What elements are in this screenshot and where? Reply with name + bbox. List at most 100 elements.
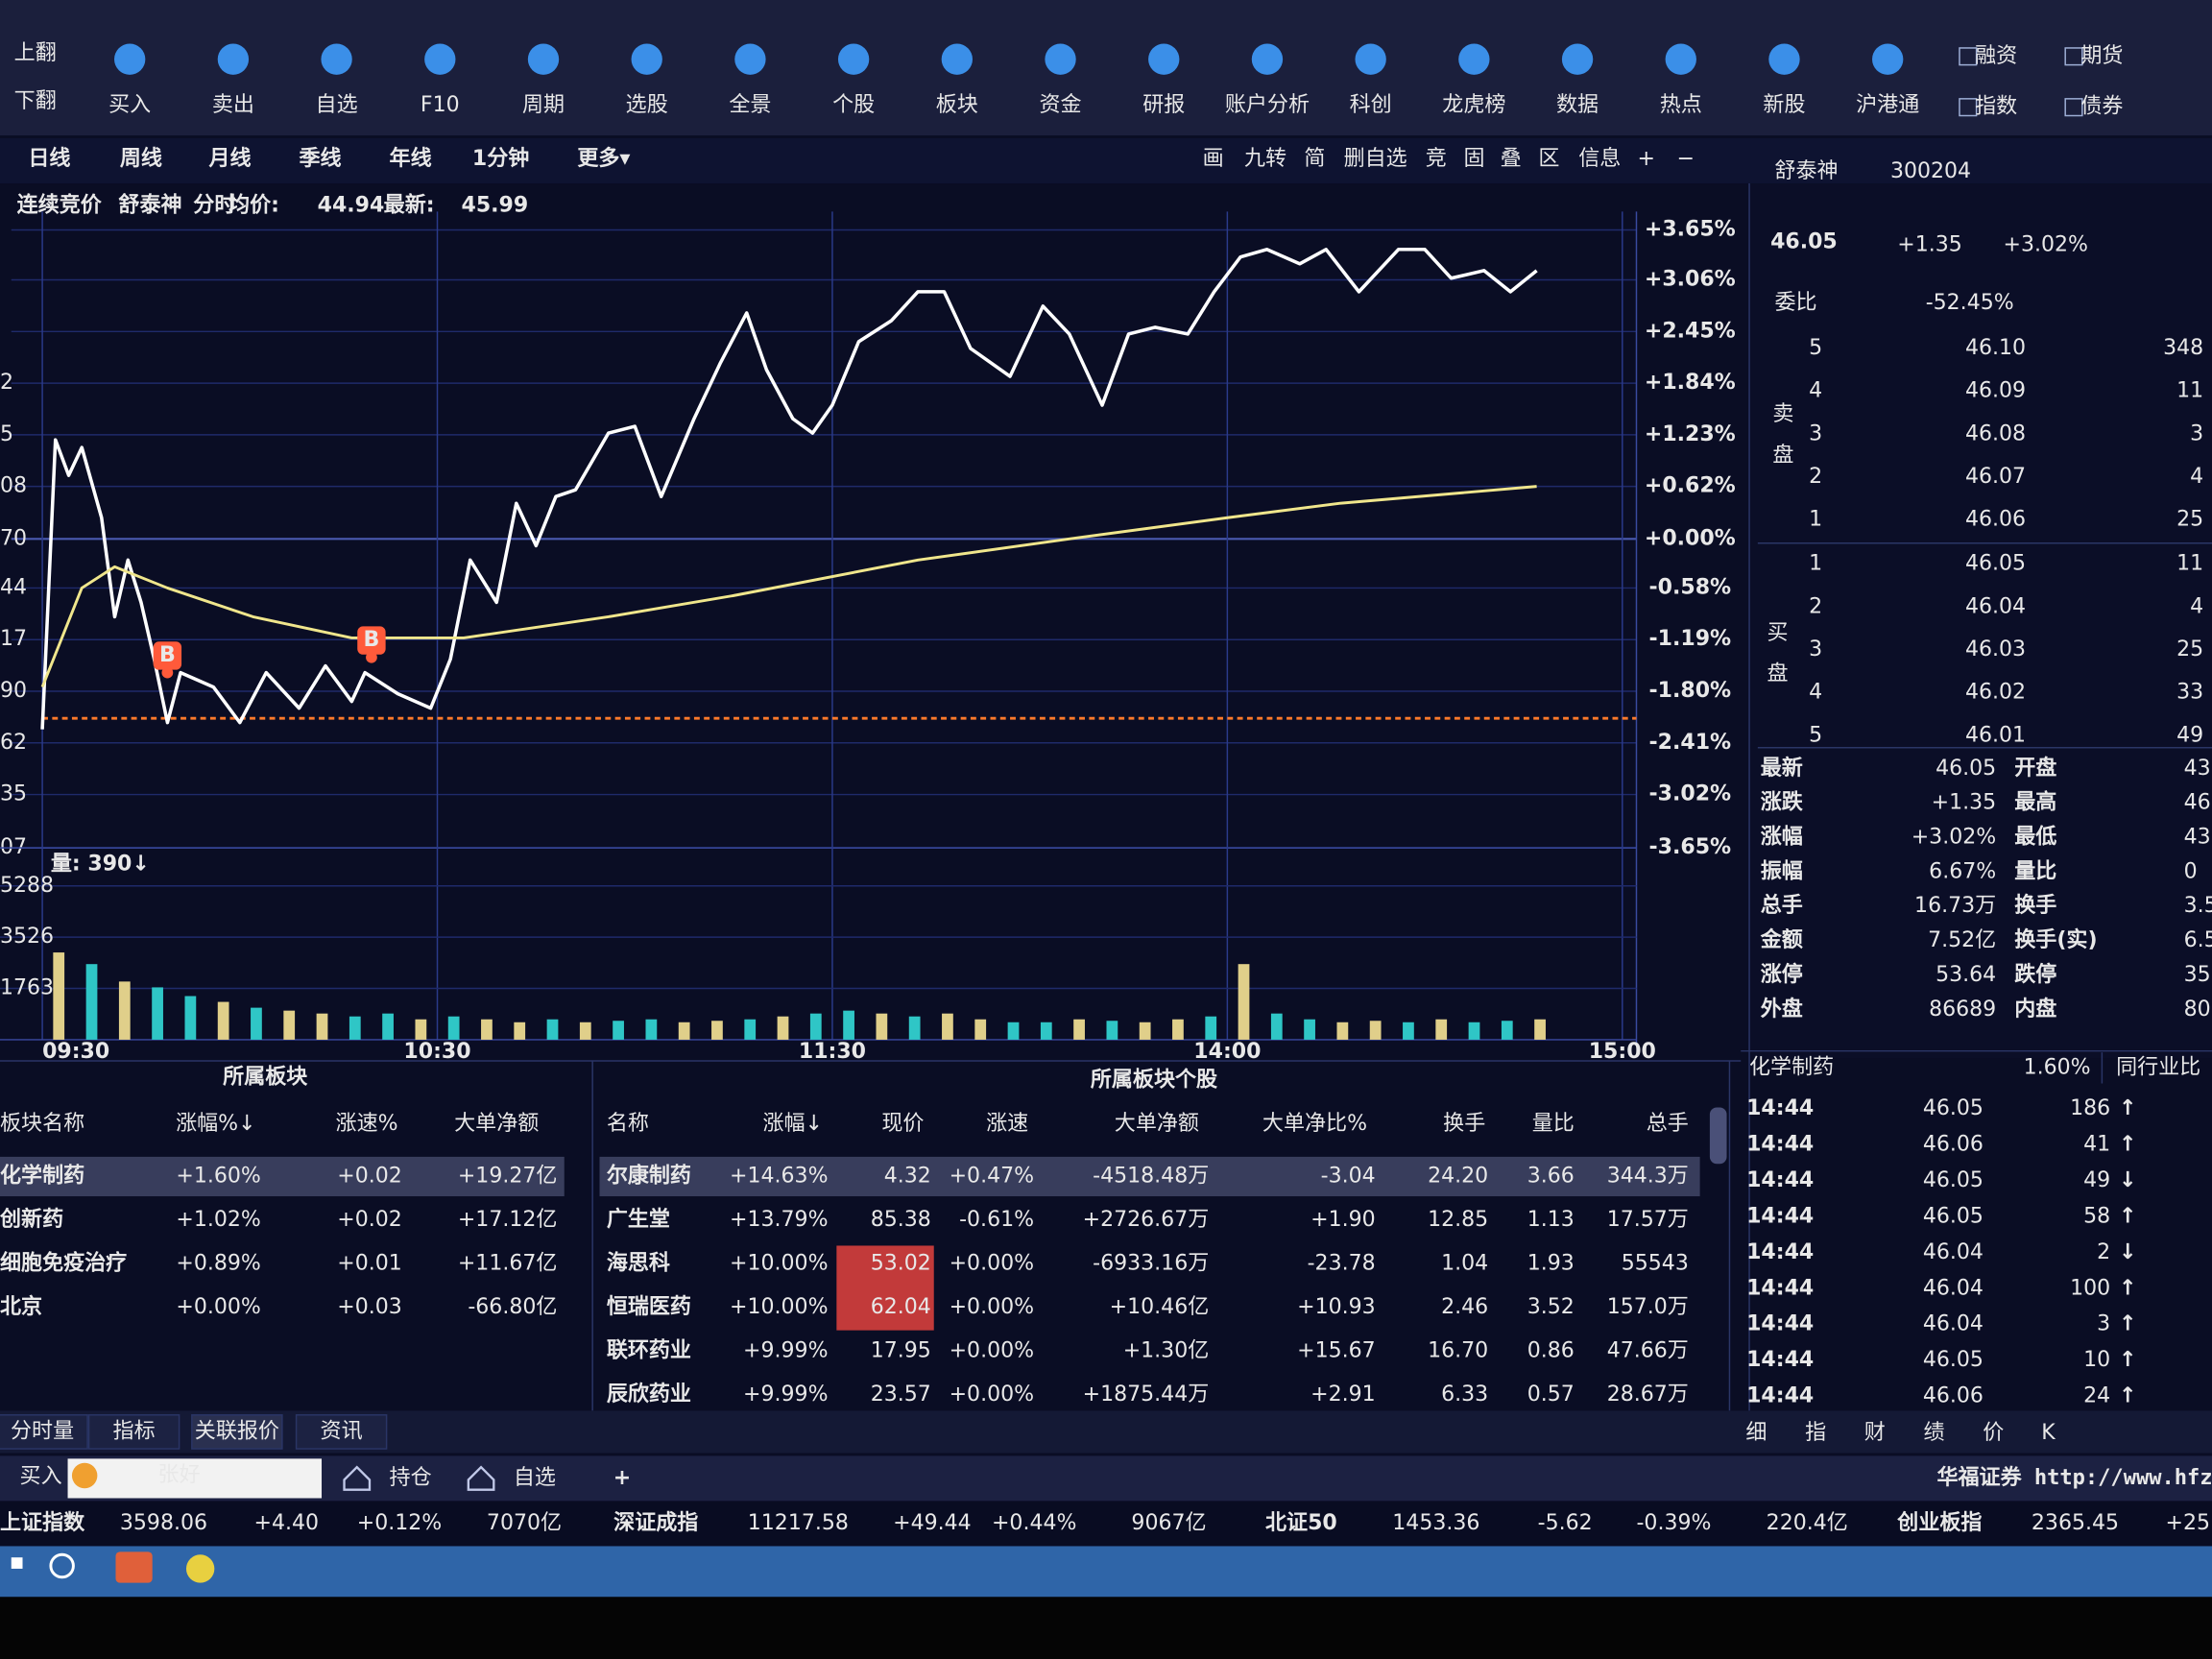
chart-tool[interactable]: 固 bbox=[1463, 147, 1484, 171]
period-tab[interactable]: 季线 bbox=[300, 146, 342, 171]
user-box[interactable] bbox=[67, 1458, 323, 1499]
stat-value: 86689 bbox=[1929, 998, 1996, 1022]
toolbar-button[interactable]: F10 bbox=[421, 93, 460, 117]
toolbar-icon bbox=[1458, 43, 1490, 75]
chart-tool[interactable]: 画 bbox=[1203, 147, 1224, 171]
tick-volume: 100 bbox=[2070, 1276, 2110, 1300]
sell-label: 卖盘 bbox=[1768, 402, 1793, 484]
sector-name[interactable]: 北京 bbox=[0, 1294, 42, 1319]
chart-tool[interactable]: 信息 bbox=[1578, 147, 1621, 171]
toolbar-button[interactable]: 个股 bbox=[832, 93, 875, 117]
order-level: 4 bbox=[1809, 681, 1822, 705]
app-tab[interactable]: 持仓 bbox=[390, 1466, 432, 1490]
stock-name[interactable]: 恒瑞医药 bbox=[607, 1294, 691, 1319]
period-tab[interactable]: 年线 bbox=[390, 146, 432, 171]
bottom-tab[interactable]: 指标 bbox=[113, 1419, 156, 1443]
chart-tool[interactable]: 删自选 bbox=[1344, 147, 1407, 171]
chart-header-view: 分时 bbox=[193, 194, 235, 218]
industry-compare[interactable]: 同行业比 bbox=[2116, 1055, 2200, 1079]
toolbar-button[interactable]: 卖出 bbox=[212, 93, 254, 117]
volume-bar bbox=[744, 1019, 757, 1040]
volume-bar bbox=[1534, 1019, 1546, 1040]
tick-volume: 3 bbox=[2097, 1312, 2110, 1336]
app-icon[interactable] bbox=[115, 1551, 153, 1583]
chart-tool[interactable]: + bbox=[1638, 147, 1655, 171]
toolbar-button[interactable]: 沪港通 bbox=[1856, 93, 1919, 117]
sector-cell: -66.80亿 bbox=[468, 1295, 557, 1319]
volume-bar bbox=[217, 1001, 229, 1040]
column-header: 涨幅↓ bbox=[763, 1112, 824, 1136]
toolbar-button[interactable]: 指数 bbox=[1975, 95, 2017, 119]
chart-tool[interactable]: − bbox=[1677, 147, 1695, 171]
toolbar-button[interactable]: 热点 bbox=[1660, 93, 1702, 117]
app-tab[interactable]: 自选 bbox=[514, 1466, 556, 1490]
table-title: 所属板块 bbox=[223, 1066, 308, 1090]
toolbar-button[interactable]: 新股 bbox=[1763, 93, 1805, 117]
start-icon[interactable] bbox=[11, 1557, 23, 1569]
period-tab[interactable]: 更多▾ bbox=[577, 146, 630, 171]
chart-tool[interactable]: 九转 bbox=[1244, 147, 1286, 171]
sector-name[interactable]: 细胞免疫治疗 bbox=[0, 1251, 127, 1276]
volume-bar bbox=[1304, 1019, 1315, 1040]
volume-bar bbox=[942, 1013, 953, 1040]
toolbar-button[interactable]: 融资 bbox=[1975, 44, 2017, 68]
toolbar-button[interactable]: 研报 bbox=[1142, 93, 1185, 117]
detail-tab[interactable]: 价 bbox=[1983, 1421, 2004, 1445]
toolbar-button[interactable]: 周期 bbox=[522, 93, 565, 117]
app-buy[interactable]: 买入 bbox=[20, 1464, 62, 1488]
stock-name[interactable]: 辰欣药业 bbox=[607, 1382, 691, 1407]
toolbar-button[interactable]: 选股 bbox=[626, 93, 668, 117]
page-button[interactable]: 下翻 bbox=[14, 89, 57, 113]
stock-cell: +13.79% bbox=[730, 1208, 828, 1232]
order-level: 4 bbox=[1809, 379, 1822, 403]
bottom-tab[interactable]: 分时量 bbox=[11, 1419, 74, 1443]
detail-tab[interactable]: 细 bbox=[1745, 1421, 1767, 1445]
search-icon[interactable] bbox=[49, 1552, 75, 1579]
sector-name[interactable]: 创新药 bbox=[0, 1207, 63, 1232]
order-level: 1 bbox=[1809, 508, 1822, 532]
toolbar-button[interactable]: 账户分析 bbox=[1225, 93, 1310, 117]
toolbar-button[interactable]: 全景 bbox=[729, 93, 771, 117]
toolbar-button[interactable]: 板块 bbox=[936, 93, 978, 117]
toolbar-button[interactable]: 债券 bbox=[2080, 95, 2123, 119]
stock-name[interactable]: 联环药业 bbox=[607, 1339, 691, 1363]
period-tab[interactable]: 周线 bbox=[120, 146, 162, 171]
volume-bar bbox=[251, 1007, 262, 1040]
tick-direction: ↑ bbox=[2119, 1384, 2136, 1408]
toolbar-button[interactable]: 期货 bbox=[2080, 44, 2123, 68]
bottom-tab[interactable]: 关联报价 bbox=[195, 1419, 279, 1443]
tick-price: 46.06 bbox=[1923, 1384, 1984, 1408]
period-tab[interactable]: 月线 bbox=[207, 146, 251, 171]
volume-bar bbox=[1073, 1019, 1085, 1040]
stock-name[interactable]: 海思科 bbox=[607, 1251, 670, 1276]
chart-tool[interactable]: 竞 bbox=[1426, 147, 1447, 171]
page-button[interactable]: 上翻 bbox=[14, 41, 57, 65]
detail-tab[interactable]: 指 bbox=[1805, 1421, 1826, 1445]
period-tab[interactable]: 1分钟 bbox=[472, 146, 529, 171]
stock-cell: +0.47% bbox=[950, 1164, 1034, 1188]
period-tab[interactable]: 日线 bbox=[28, 146, 70, 171]
chart-tool[interactable]: 叠 bbox=[1501, 147, 1522, 171]
detail-tab[interactable]: 绩 bbox=[1924, 1421, 1945, 1445]
chart-tool[interactable]: 区 bbox=[1538, 147, 1559, 171]
browser-icon[interactable] bbox=[185, 1554, 215, 1583]
sector-name[interactable]: 化学制药 bbox=[0, 1163, 84, 1188]
index-cell: +49.44 bbox=[893, 1511, 972, 1535]
stock-name[interactable]: 尔康制药 bbox=[607, 1163, 691, 1188]
toolbar-button[interactable]: 数据 bbox=[1556, 93, 1599, 117]
toolbar-button[interactable]: 科创 bbox=[1350, 93, 1392, 117]
chart-tool[interactable]: 简 bbox=[1304, 147, 1325, 171]
toolbar-button[interactable]: 买入 bbox=[108, 93, 151, 117]
index-cell: +25 bbox=[2166, 1511, 2211, 1535]
toolbar-button[interactable]: 龙虎榜 bbox=[1442, 93, 1505, 117]
detail-tab[interactable]: 财 bbox=[1864, 1421, 1886, 1445]
detail-tab[interactable]: K bbox=[2041, 1421, 2056, 1445]
order-level: 5 bbox=[1809, 723, 1822, 747]
add-tab[interactable]: + bbox=[613, 1466, 631, 1490]
stock-name[interactable]: 广生堂 bbox=[607, 1207, 670, 1232]
toolbar-button[interactable]: 资金 bbox=[1039, 93, 1081, 117]
bottom-tab[interactable]: 资讯 bbox=[321, 1419, 363, 1443]
toolbar-button[interactable]: 自选 bbox=[316, 93, 358, 117]
order-price: 46.05 bbox=[1965, 552, 2026, 576]
